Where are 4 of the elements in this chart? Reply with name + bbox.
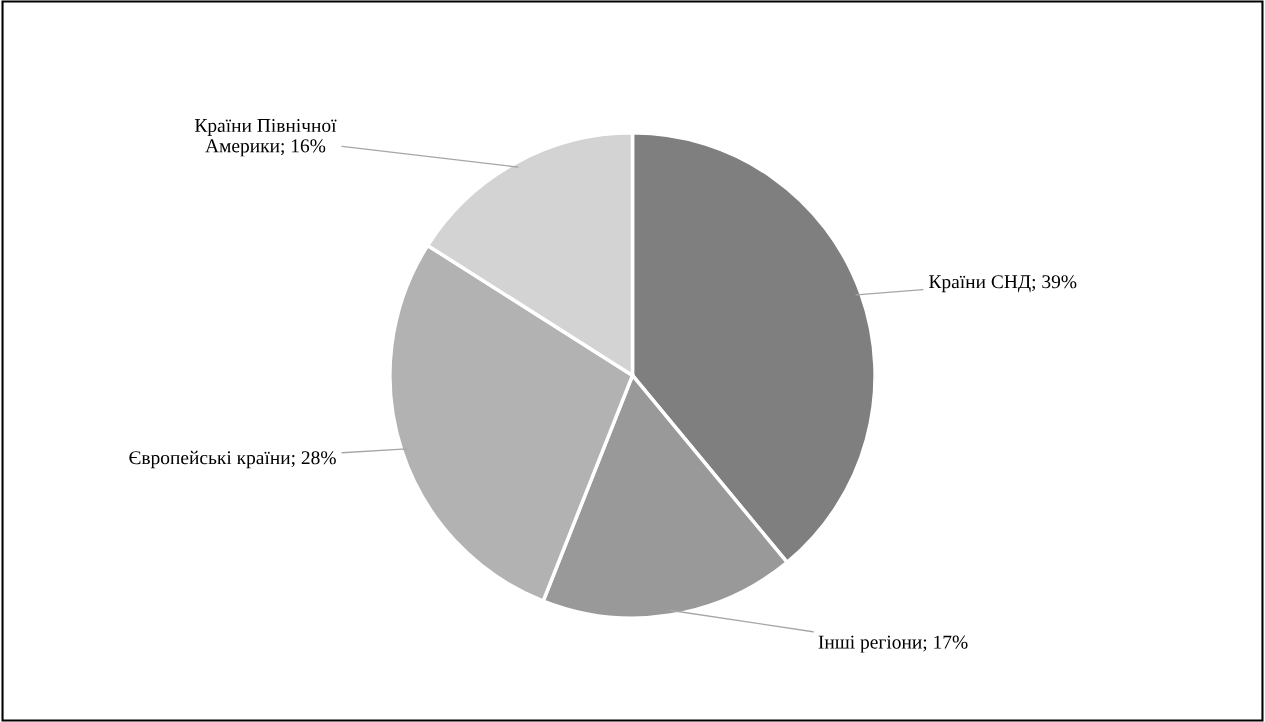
slice-label: Країни Північної Америки; 16% xyxy=(194,118,337,157)
slice-label: Країни СНД; 39% xyxy=(929,275,1077,293)
slice-label: Європейські країни; 28% xyxy=(129,450,336,469)
slice-label: Інші регіони; 17% xyxy=(818,635,968,653)
